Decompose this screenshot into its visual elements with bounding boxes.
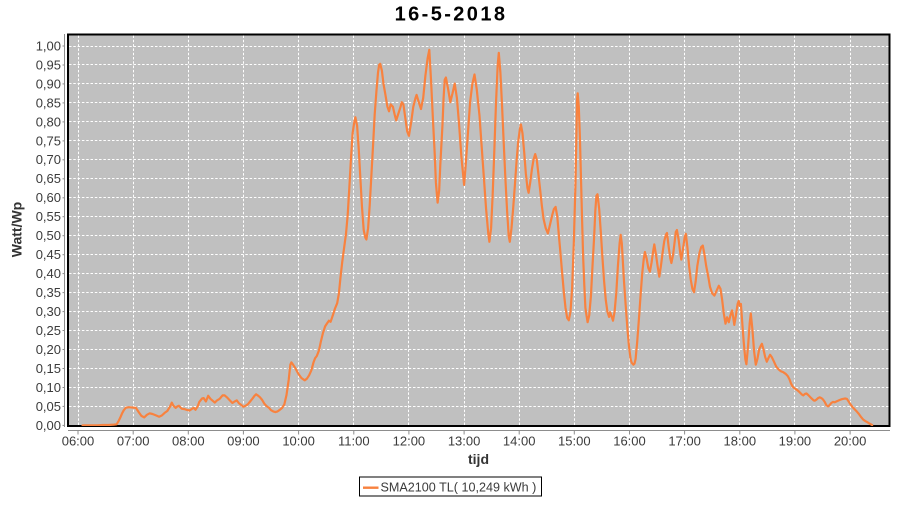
svg-text:0,50: 0,50	[36, 228, 61, 243]
svg-text:19:00: 19:00	[779, 434, 812, 449]
svg-text:0,90: 0,90	[36, 76, 61, 91]
svg-text:0,20: 0,20	[36, 342, 61, 357]
svg-text:10:00: 10:00	[282, 434, 315, 449]
svg-text:0,95: 0,95	[36, 57, 61, 72]
svg-text:0,45: 0,45	[36, 247, 61, 262]
svg-text:16:00: 16:00	[613, 434, 646, 449]
svg-text:0,65: 0,65	[36, 171, 61, 186]
svg-text:0,25: 0,25	[36, 323, 61, 338]
svg-text:Watt/Wp: Watt/Wp	[9, 202, 25, 257]
svg-text:11:00: 11:00	[338, 434, 370, 449]
svg-text:tijd: tijd	[468, 451, 489, 467]
svg-text:0,05: 0,05	[36, 399, 61, 414]
svg-text:0,35: 0,35	[36, 285, 61, 300]
svg-text:15:00: 15:00	[558, 434, 591, 449]
svg-text:1,00: 1,00	[36, 38, 61, 53]
svg-text:0,40: 0,40	[36, 266, 61, 281]
svg-text:12:00: 12:00	[393, 434, 426, 449]
svg-text:0,10: 0,10	[36, 380, 61, 395]
svg-text:18:00: 18:00	[724, 434, 757, 449]
svg-text:20:00: 20:00	[834, 434, 867, 449]
svg-text:0,80: 0,80	[36, 114, 61, 129]
svg-text:14:00: 14:00	[503, 434, 536, 449]
svg-text:0,85: 0,85	[36, 95, 61, 110]
svg-text:0,30: 0,30	[36, 304, 61, 319]
svg-text:0,55: 0,55	[36, 209, 61, 224]
svg-text:09:00: 09:00	[227, 434, 260, 449]
svg-text:0,70: 0,70	[36, 152, 61, 167]
svg-text:07:00: 07:00	[117, 434, 150, 449]
svg-text:0,75: 0,75	[36, 133, 61, 148]
svg-text:0,60: 0,60	[36, 190, 61, 205]
svg-text:13:00: 13:00	[448, 434, 481, 449]
svg-text:08:00: 08:00	[172, 434, 205, 449]
svg-text:06:00: 06:00	[62, 434, 95, 449]
svg-text:16-5-2018: 16-5-2018	[395, 4, 508, 26]
svg-text:0,00: 0,00	[36, 418, 61, 433]
svg-text:0,15: 0,15	[36, 361, 61, 376]
svg-text:17:00: 17:00	[668, 434, 701, 449]
svg-text:SMA2100 TL( 10,249 kWh ): SMA2100 TL( 10,249 kWh )	[381, 481, 537, 495]
